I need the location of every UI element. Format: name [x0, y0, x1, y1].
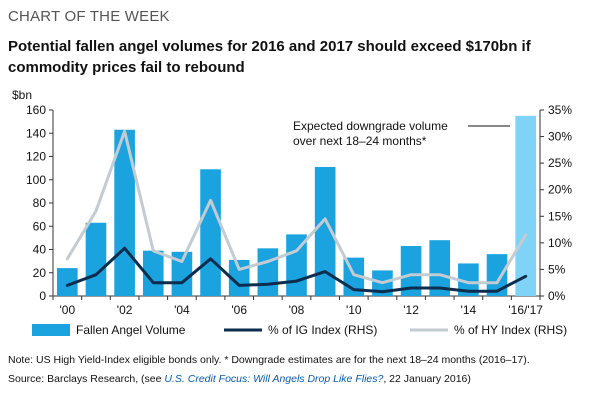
left-axis-tick-label: 100	[26, 173, 46, 187]
left-axis-tick-label: 120	[26, 150, 46, 164]
ig-index-line	[65, 246, 528, 294]
right-axis-tick-label: 30%	[548, 130, 572, 144]
legend-swatch-fallen-angel	[32, 324, 70, 336]
chart-kicker: CHART OF THE WEEK	[8, 8, 170, 25]
left-axis-tick-label: 20	[33, 266, 47, 280]
fallen-angel-bar	[200, 169, 221, 296]
x-axis-tick-label: '12	[403, 303, 419, 317]
left-axis-unit: $bn	[12, 88, 32, 102]
right-axis-tick-label: 0%	[548, 289, 566, 303]
left-axis-tick-label: 60	[33, 219, 47, 233]
left-axis-tick-label: 80	[33, 196, 47, 210]
annotation-line-1: Expected downgrade volume	[293, 119, 448, 133]
x-axis-tick-label: '14	[461, 303, 477, 317]
fallen-angel-bar	[57, 268, 78, 296]
annotation-line-2: over next 18–24 months*	[293, 134, 427, 148]
right-axis-tick-label: 20%	[548, 183, 572, 197]
fallen-angel-bar	[486, 254, 508, 296]
x-axis-tick-label: '08	[289, 303, 305, 317]
legend-label-fallen-angel: Fallen Angel Volume	[76, 323, 186, 337]
chart-title: Potential fallen angel volumes for 2016 …	[8, 38, 531, 76]
right-axis-tick-label: 5%	[548, 262, 566, 276]
right-axis-tick-label: 25%	[548, 156, 572, 170]
x-axis-tick-label: '00	[60, 303, 76, 317]
right-axis-tick-label: 10%	[548, 236, 572, 250]
legend-label-ig-index: % of IG Index (RHS)	[268, 323, 377, 337]
chart-legend: Fallen Angel Volume % of IG Index (RHS) % …	[32, 323, 567, 337]
x-axis-tick-label: '02	[117, 303, 133, 317]
left-axis-tick-label: 140	[26, 126, 46, 140]
x-axis-tick-label: '04	[174, 303, 190, 317]
fallen-angel-bar	[171, 251, 193, 296]
left-axis-tick-label: 0	[39, 289, 46, 303]
line-series	[65, 129, 528, 294]
legend-label-hy-index: % of HY Index (RHS)	[454, 323, 567, 337]
footnote: Note: US High Yield-Index eligible bonds…	[8, 354, 530, 366]
source-line: Source: Barclays Research, (see U.S. Cre…	[8, 373, 471, 385]
fallen-angel-bar	[458, 263, 479, 296]
chart-axes: 0 20 40 60 80 100 120 140 160 0% 5% 10% 15% 20% 25% 30%…	[26, 103, 572, 317]
x-axis-tick-label: '06	[231, 303, 247, 317]
chart-annotation: Expected downgrade volume over next 18–2…	[293, 119, 510, 148]
fallen-angel-bar	[85, 222, 107, 296]
source-suffix: , 22 January 2016)	[383, 373, 471, 385]
fallen-angel-bar	[142, 250, 164, 296]
fallen-angel-bar	[429, 240, 451, 296]
fallen-angel-bar	[515, 115, 536, 296]
left-axis-tick-label: 160	[26, 103, 46, 117]
fallen-angel-bar	[314, 166, 336, 296]
x-axis-tick-label: '10	[346, 303, 362, 317]
hy-index-line	[65, 129, 528, 285]
left-axis-tick-label: 40	[33, 243, 47, 257]
fallen-angel-bar	[257, 248, 279, 296]
source-publication-link[interactable]: U.S. Credit Focus: Will Angels Drop Like…	[164, 373, 384, 385]
right-axis-tick-label: 35%	[548, 103, 572, 117]
x-axis-tick-label: '16/'17	[508, 303, 543, 317]
source-prefix: Source: Barclays Research, (see	[8, 373, 165, 385]
fallen-angel-bar	[400, 246, 422, 296]
right-axis-tick-label: 15%	[548, 209, 572, 223]
